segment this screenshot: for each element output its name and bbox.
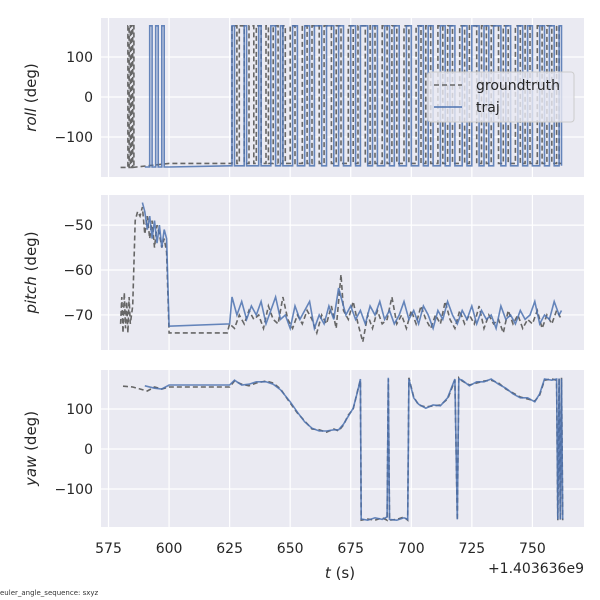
x-tick-label: 675 xyxy=(337,541,364,557)
groundtruth-line xyxy=(120,25,562,169)
x-tick-label: 725 xyxy=(458,541,485,557)
groundtruth-line xyxy=(119,206,563,343)
y-tick-label: −100 xyxy=(55,130,93,146)
y-tick-label: −100 xyxy=(55,482,93,498)
legend-label-groundtruth: groundtruth xyxy=(476,78,560,94)
y-tick-label: 0 xyxy=(84,90,93,106)
subplot-yaw: 100 0 −100 yaw (deg) xyxy=(22,370,584,527)
traj-line xyxy=(144,377,564,522)
y-tick-label: 100 xyxy=(66,402,93,418)
x-axis-label: t (s) xyxy=(325,564,355,582)
y-axis-label: yaw (deg) xyxy=(22,411,40,487)
y-tick-label: −60 xyxy=(63,263,93,279)
x-tick-label: 650 xyxy=(277,541,304,557)
legend: groundtruth traj xyxy=(427,71,575,123)
y-tick-label: 0 xyxy=(84,442,93,458)
plot-area xyxy=(101,195,584,350)
x-offset-label: +1.403636e9 xyxy=(488,561,584,577)
euler-sequence-note: euler_angle_sequence: sxyz xyxy=(0,589,99,597)
legend-label-traj: traj xyxy=(476,100,500,116)
legend-box xyxy=(427,71,575,123)
x-tick-label: 575 xyxy=(95,541,122,557)
x-tick-label: 600 xyxy=(156,541,183,557)
y-axis-label: roll (deg) xyxy=(22,63,40,131)
x-tick-label: 700 xyxy=(398,541,425,557)
traj-line xyxy=(141,202,563,332)
y-tick-label: −50 xyxy=(63,218,93,234)
x-tick-label: 625 xyxy=(216,541,243,557)
y-tick-label: −70 xyxy=(63,308,93,324)
subplot-pitch: −50 −60 −70 pitch (deg) xyxy=(22,195,584,350)
subplot-roll: 100 0 −100 roll (deg) groundtruth traj xyxy=(22,18,584,177)
x-tick-label: 750 xyxy=(519,541,546,557)
y-tick-label: 100 xyxy=(66,50,93,66)
y-axis-label: pitch (deg) xyxy=(22,231,40,314)
